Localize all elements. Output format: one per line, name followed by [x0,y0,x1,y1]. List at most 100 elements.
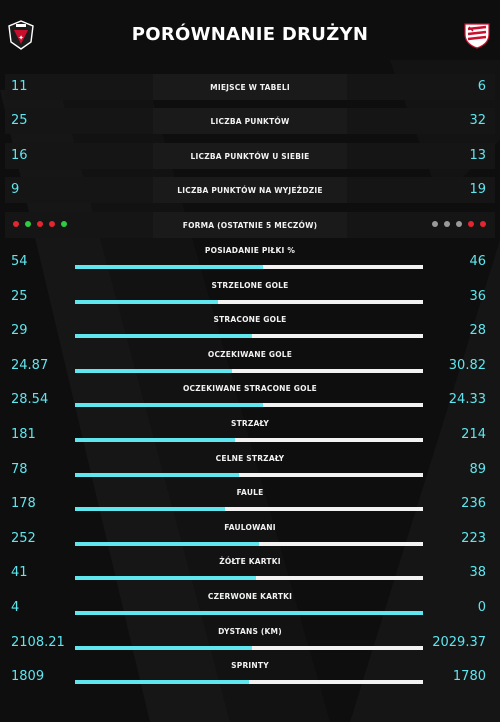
stat-label: SPRINTY [231,661,269,671]
stat-label: FAULE [236,488,264,498]
comparison-bar [75,403,423,408]
comparison-bar [75,334,423,339]
home-value: 11 [11,79,28,94]
home-share-fill [75,576,256,581]
form-result-dot-loss [468,221,474,227]
home-value: 78 [11,461,28,477]
summary-row: 9 LICZBA PUNKTÓW NA WYJEŻDZIE 19 [0,177,500,203]
home-value: 252 [11,530,36,546]
stat-label: OCZEKIWANE STRACONE GOLE [182,384,318,394]
home-value: 2108.21 [11,634,65,650]
form-label: FORMA (OSTATNIE 5 MECZÓW) [182,221,318,230]
away-value: 89 [469,461,486,477]
stat-label: LICZBA PUNKTÓW [210,117,290,126]
stat-row: 28.54 OCZEKIWANE STRACONE GOLE 24.33 [0,384,500,418]
home-share-fill [75,438,236,442]
away-value: 2029.37 [432,634,486,650]
header: ✦ PORÓWNANIE DRUŻYN [0,0,500,72]
comparison-bar [75,472,423,477]
stat-label: DYSTANS (KM) [218,626,282,636]
home-team-crest-icon: ✦ [8,20,34,50]
stat-label: CZERWONE KARTKI [207,592,293,601]
home-value: 28.54 [11,392,49,408]
home-share-fill [75,507,225,512]
summary-row: 16 LICZBA PUNKTÓW U SIEBIE 13 [0,143,500,169]
home-share-fill [75,645,253,650]
summary-row: 25 LICZBA PUNKTÓW 32 [0,108,500,134]
away-value: 38 [469,565,486,581]
away-value: 13 [469,148,486,163]
comparison-bar [75,541,423,546]
away-value: 36 [469,288,486,304]
home-value: 16 [11,148,28,163]
stat-label: FAULOWANI [224,522,276,532]
stat-row: 252 FAULOWANI 223 [0,523,500,557]
home-share-fill [75,680,249,685]
away-value: 1780 [452,669,486,685]
stat-label: MIEJSCE W TABELI [210,83,290,92]
home-share-fill [75,611,423,615]
home-share-fill [75,541,260,546]
stat-label: LICZBA PUNKTÓW U SIEBIE [190,152,310,161]
stat-row: 25 STRZELONE GOLE 36 [0,281,500,315]
away-value: 223 [461,530,486,546]
stat-row: 54 POSIADANIE PIŁKI % 46 [0,246,500,280]
away-team-crest-icon [464,23,490,49]
stat-row: 4 CZERWONE KARTKI 0 [0,592,500,626]
comparison-bar [75,265,423,269]
comparison-bar [75,507,423,512]
form-result-dot-win [25,221,31,227]
stat-row: 1809 SPRINTY 1780 [0,661,500,695]
stat-label: STRZAŁY [230,419,269,428]
form-result-dot-loss [37,221,43,227]
form-result-dot-loss [49,221,55,227]
away-value: 30.82 [448,357,486,373]
stat-label: ŻÓŁTE KARTKI [219,557,281,567]
form-result-dot-draw [444,221,450,227]
stat-label: STRZELONE GOLE [211,280,289,290]
stat-label: LICZBA PUNKTÓW NA WYJEŻDZIE [177,186,323,195]
home-value: 41 [11,565,28,581]
home-value: 24.87 [11,357,49,373]
home-share-fill [75,472,239,477]
form-result-dot-draw [456,221,462,227]
stat-label: POSIADANIE PIŁKI % [204,246,296,255]
comparison-bar [75,680,423,685]
home-share-fill [75,334,253,339]
stat-label: OCZEKIWANE GOLE [207,349,293,359]
stat-label: CELNE STRZAŁY [215,453,285,463]
stat-row: 2108.21 DYSTANS (KM) 2029.37 [0,627,500,661]
away-value: 28 [469,323,486,339]
away-value: 236 [461,496,486,512]
comparison-bar [75,645,423,650]
form-result-dot-draw [432,221,438,227]
stat-label: STRACONE GOLE [213,315,287,325]
away-value: 32 [469,113,486,128]
form-result-dot-loss [480,221,486,227]
comparison-bar [75,368,423,373]
home-share-fill [75,368,232,373]
stat-row: 181 STRZAŁY 214 [0,419,500,453]
away-value: 19 [469,182,486,197]
comparison-bar [75,576,423,581]
stat-row: 78 CELNE STRZAŁY 89 [0,454,500,488]
page-title: PORÓWNANIE DRUŻYN [131,24,369,45]
away-value: 46 [469,254,486,269]
home-value: 9 [11,182,20,197]
home-share-fill [75,265,263,269]
comparison-bar [75,611,423,615]
away-value: 0 [477,600,486,615]
home-value: 25 [11,288,28,304]
stat-row: 29 STRACONE GOLE 28 [0,315,500,349]
away-value: 24.33 [448,392,486,408]
form-result-dot-win [61,221,67,227]
away-value: 6 [477,79,486,94]
home-value: 54 [11,254,28,269]
comparison-bar [75,299,423,304]
comparison-bar [75,438,423,442]
home-value: 25 [11,113,28,128]
home-value: 178 [11,496,36,512]
stat-row: 41 ŻÓŁTE KARTKI 38 [0,557,500,591]
summary-row: 11 MIEJSCE W TABELI 6 [0,74,500,100]
away-value: 214 [461,427,486,442]
